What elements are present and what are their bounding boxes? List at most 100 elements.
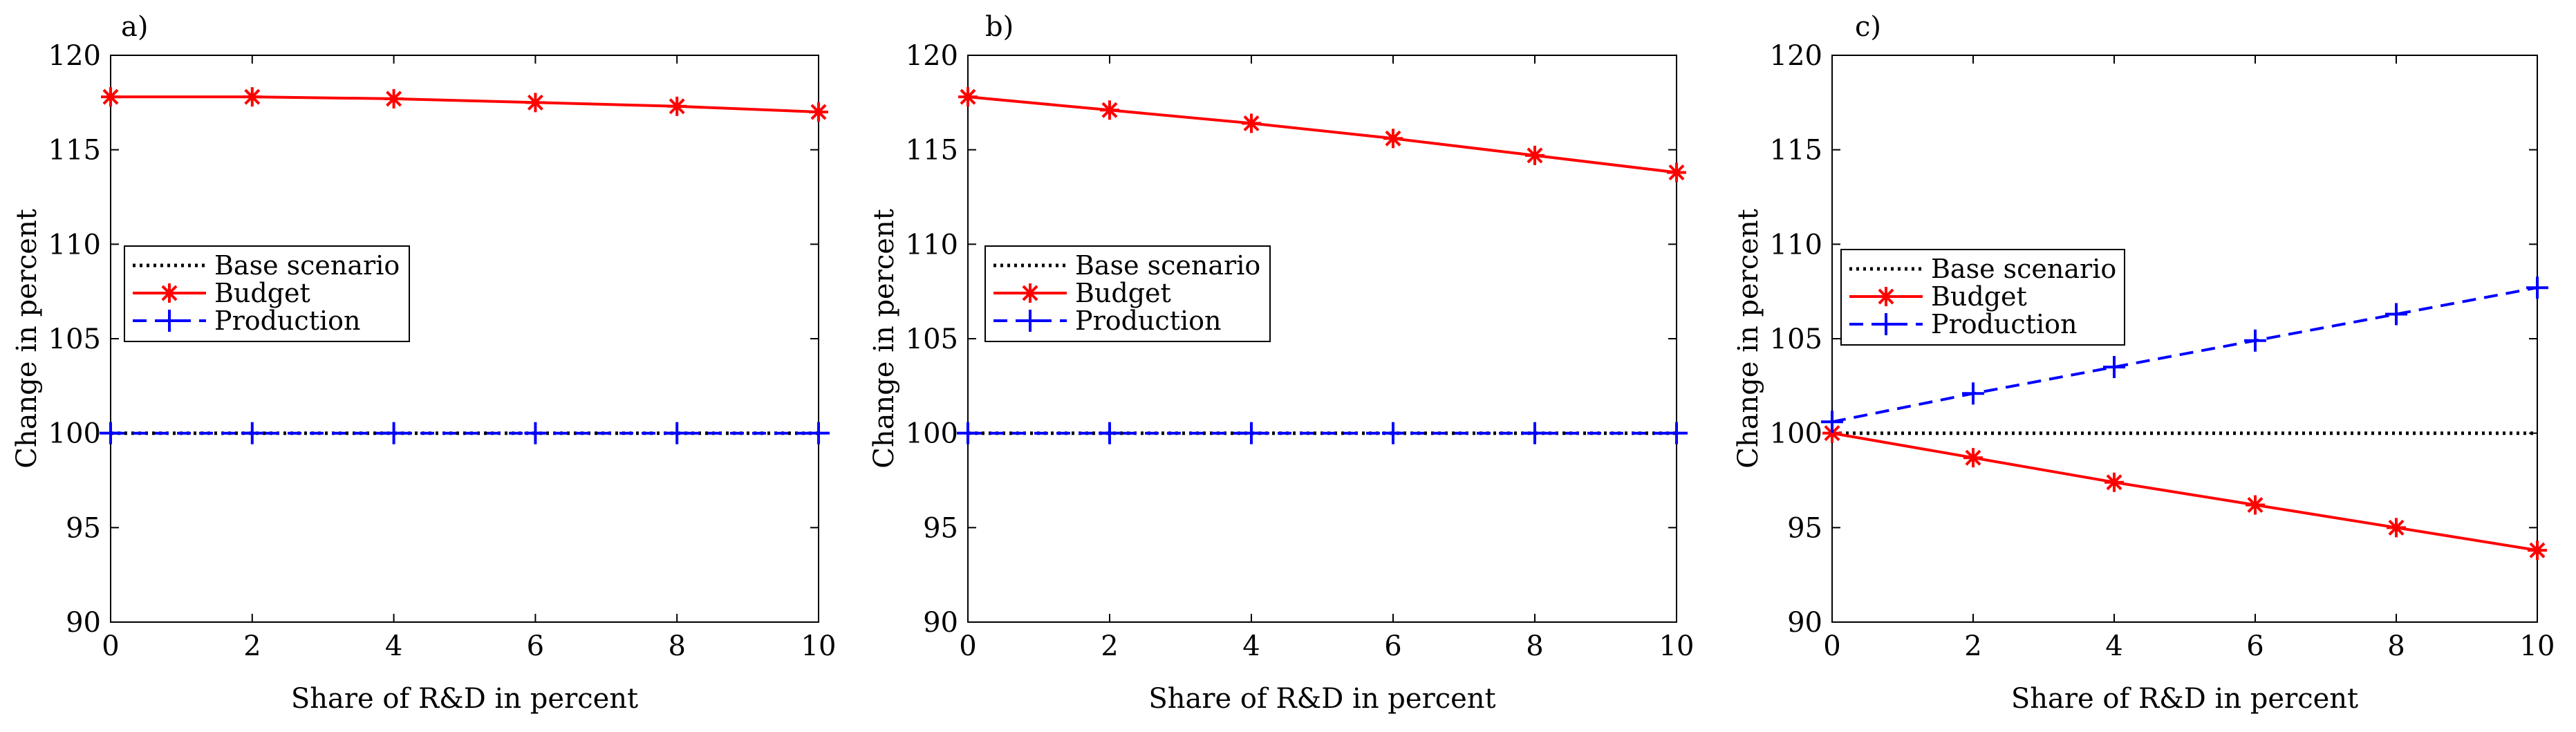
x-tick-label: 0 xyxy=(102,630,119,662)
x-axis-label: Share of R&D in percent xyxy=(2011,683,2358,715)
data-point-production xyxy=(100,422,122,444)
x-axis-label: Share of R&D in percent xyxy=(1148,683,1495,715)
y-tick-label: 95 xyxy=(923,512,958,544)
y-tick-label: 110 xyxy=(1770,229,1822,261)
chart-panel-1: a) 0 2 4 6 8 10 90 95 100 105 110 115 120 Share of R&D… xyxy=(11,11,836,715)
data-point-production xyxy=(1099,422,1121,444)
x-tick-label: 6 xyxy=(527,630,544,662)
x-axis-label: Share of R&D in percent xyxy=(291,683,638,715)
legend-label: Base scenario xyxy=(214,250,400,281)
data-point-budget xyxy=(1383,129,1403,149)
legend-marker xyxy=(158,310,180,332)
y-tick-label: 100 xyxy=(1770,418,1822,450)
data-point-budget xyxy=(1963,448,1983,468)
legend-label: Base scenario xyxy=(1931,254,2116,284)
series-line-budget xyxy=(1831,431,2538,552)
y-tick-label: 110 xyxy=(48,229,101,261)
series-line-budget xyxy=(111,95,819,113)
chart-panel-3: c) 0 2 4 6 8 10 90 95 100 105 110 115 120 Share of R&D… xyxy=(1733,11,2555,715)
legend-marker xyxy=(1875,313,1897,335)
data-point-production xyxy=(1821,411,1843,433)
y-tick-label: 95 xyxy=(66,512,101,544)
legend-marker xyxy=(1020,283,1040,303)
data-point-production xyxy=(1382,422,1404,444)
data-point-production xyxy=(1524,422,1546,444)
data-point-budget xyxy=(1525,145,1544,165)
y-tick-label: 90 xyxy=(1787,607,1822,639)
data-point-budget xyxy=(2104,472,2124,492)
y-tick-label: 90 xyxy=(923,607,958,639)
data-point-budget xyxy=(1100,100,1119,120)
data-point-budget xyxy=(958,87,978,107)
y-axis-label: Change in percent xyxy=(1733,209,1764,469)
y-axis-label: Change in percent xyxy=(11,209,43,469)
x-tick-label: 2 xyxy=(243,630,261,662)
panel-letter: c) xyxy=(1855,11,1881,43)
data-point-production xyxy=(2385,303,2407,326)
y-tick-label: 120 xyxy=(1770,40,1822,72)
data-point-production xyxy=(241,422,263,444)
data-point-budget xyxy=(1242,113,1261,133)
legend-label: Production xyxy=(1931,309,2077,339)
legend-marker xyxy=(1019,310,1041,332)
data-point-production xyxy=(524,422,547,444)
y-tick-label: 110 xyxy=(906,229,958,261)
y-tick-label: 90 xyxy=(66,607,101,639)
panel-letter: a) xyxy=(121,11,148,43)
y-axis-label: Change in percent xyxy=(868,209,900,469)
y-tick-label: 115 xyxy=(1770,135,1822,167)
data-point-production xyxy=(1240,422,1262,444)
data-point-budget xyxy=(667,96,687,116)
data-point-budget xyxy=(1667,162,1686,182)
x-tick-label: 6 xyxy=(2246,630,2264,662)
x-tick-label: 2 xyxy=(1964,630,1981,662)
y-tick-label: 100 xyxy=(48,418,101,450)
series-line-production xyxy=(1831,286,2538,424)
y-tick-label: 115 xyxy=(906,135,958,167)
x-tick-label: 2 xyxy=(1101,630,1118,662)
legend-label: Production xyxy=(1075,306,1221,336)
data-point-production xyxy=(1962,382,1984,405)
series-line-budget xyxy=(967,95,1677,174)
y-tick-label: 115 xyxy=(48,135,101,167)
data-point-production xyxy=(2244,329,2266,352)
data-point-production xyxy=(957,422,979,444)
legend-marker xyxy=(160,283,179,303)
x-tick-label: 6 xyxy=(1384,630,1401,662)
data-point-production xyxy=(382,422,405,444)
data-point-budget xyxy=(809,102,828,122)
legend-label: Budget xyxy=(1931,281,2027,312)
legend-label: Base scenario xyxy=(1075,250,1260,281)
data-point-budget xyxy=(2387,518,2406,538)
data-point-budget xyxy=(2528,541,2547,561)
data-point-budget xyxy=(242,87,262,107)
x-tick-label: 8 xyxy=(1526,630,1543,662)
x-tick-label: 10 xyxy=(1659,630,1695,662)
x-tick-label: 4 xyxy=(385,630,402,662)
x-tick-label: 4 xyxy=(1242,630,1260,662)
data-point-budget xyxy=(2246,495,2265,515)
x-tick-label: 8 xyxy=(2387,630,2405,662)
y-tick-label: 95 xyxy=(1787,512,1822,544)
x-tick-label: 0 xyxy=(959,630,976,662)
y-tick-label: 105 xyxy=(906,323,958,355)
y-tick-label: 120 xyxy=(906,40,958,72)
x-tick-label: 0 xyxy=(1823,630,1840,662)
data-point-production xyxy=(2526,276,2548,299)
y-tick-label: 105 xyxy=(1770,323,1822,355)
x-tick-label: 8 xyxy=(668,630,685,662)
data-point-production xyxy=(808,422,830,444)
data-point-budget xyxy=(101,87,120,107)
panel-letter: b) xyxy=(985,11,1014,43)
x-tick-label: 10 xyxy=(801,630,837,662)
data-point-production xyxy=(666,422,689,444)
legend-label: Budget xyxy=(1075,278,1171,308)
y-tick-label: 105 xyxy=(48,323,101,355)
legend-label: Budget xyxy=(214,278,310,308)
chart-panel-2: b) 0 2 4 6 8 10 90 95 100 105 110 115 120 Share of R&D… xyxy=(868,11,1694,715)
data-point-budget xyxy=(384,88,404,109)
